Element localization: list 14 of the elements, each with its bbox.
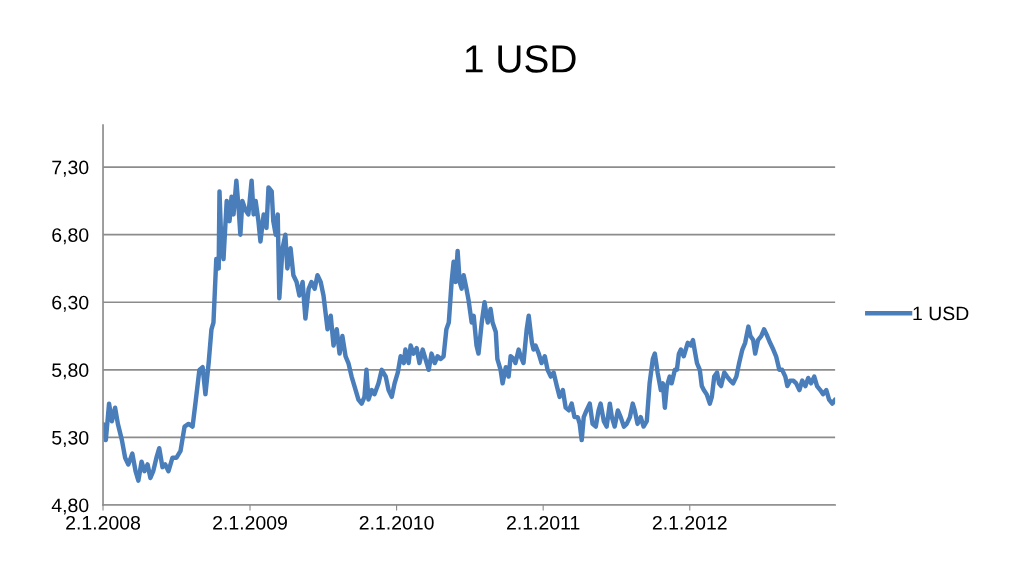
x-tick-label: 2.1.2012	[652, 515, 727, 530]
y-tick-label: 7,30	[52, 160, 89, 177]
y-tick-label: 6,30	[52, 295, 89, 312]
chart-title: 1 USD	[465, 45, 576, 73]
x-tick-label: 2.1.2010	[359, 515, 434, 530]
x-tick-label: 2.1.2008	[66, 515, 141, 530]
y-tick-label: 5,80	[52, 363, 89, 380]
y-tick-label: 6,80	[52, 228, 89, 245]
y-tick-label: 5,30	[52, 430, 89, 447]
line-series	[103, 178, 836, 483]
legend-label: 1 USD	[913, 306, 969, 321]
y-tick-label: 4,80	[51, 498, 89, 515]
x-tick-label: 2.1.2009	[213, 515, 287, 530]
x-tick-label: 2.1.2011	[507, 515, 580, 530]
